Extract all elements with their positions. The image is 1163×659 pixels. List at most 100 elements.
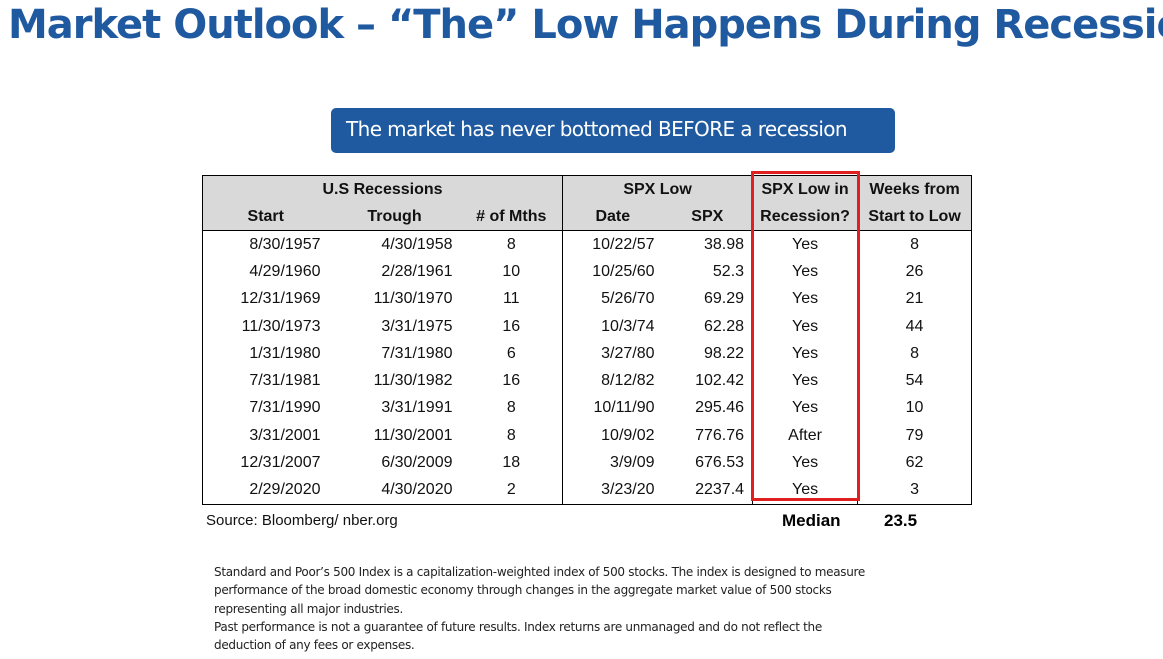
- cell-start: 7/31/1990: [202, 394, 329, 423]
- callout-banner: The market has never bottomed BEFORE a r…: [331, 108, 895, 153]
- cell-date: 3/23/20: [562, 476, 663, 505]
- cell-weeks: 62: [857, 449, 973, 477]
- cell-in-recession: Yes: [752, 476, 858, 505]
- median-value: 23.5: [884, 510, 918, 530]
- cell-weeks: 3: [857, 476, 973, 505]
- cell-weeks: 26: [857, 258, 973, 286]
- cell-spx: 52.3: [712, 262, 745, 280]
- cell-date: 3/9/09: [562, 449, 663, 477]
- sub-header-row: Start Trough # of Mths Date SPX Recessio…: [202, 203, 973, 231]
- cell-trough: 6/30/2009: [381, 454, 453, 472]
- cell-trough: 2/28/1961: [381, 262, 453, 280]
- cell-months: 10: [502, 262, 521, 280]
- header-in-recession-line1: SPX Low in: [752, 175, 858, 203]
- source-note: Source: Bloomberg/ nber.org: [206, 511, 398, 529]
- cell-weeks: 44: [857, 312, 973, 341]
- cell-in-recession: After: [752, 422, 858, 450]
- table-row: 7/31/1981 11/30/1982 16 8/12/82 102.42 Y…: [202, 367, 973, 395]
- group-header-row: U.S Recessions SPX Low SPX Low in Weeks …: [201, 175, 973, 203]
- cell-weeks: 79: [857, 422, 973, 450]
- cell-months: 11: [502, 290, 520, 308]
- cell-weeks: 8: [857, 340, 973, 368]
- cell-in-recession: Yes: [752, 230, 858, 259]
- cell-trough: 11/30/2001: [373, 426, 453, 444]
- cell-date: 10/9/02: [562, 422, 663, 450]
- cell-in-recession: Yes: [752, 312, 858, 341]
- disclaimer-line: representing all major industries.: [214, 601, 403, 616]
- cell-start: 12/31/1969: [202, 285, 329, 313]
- cell-start: 12/31/2007: [202, 449, 329, 477]
- cell-weeks: 8: [857, 230, 973, 259]
- table-row: 1/31/1980 7/31/1980 6 3/27/80 98.22 Yes …: [202, 340, 973, 368]
- cell-start: 1/31/1980: [202, 340, 329, 368]
- recession-table-container: U.S Recessions SPX Low SPX Low in Weeks …: [201, 175, 973, 535]
- cell-spx: 98.22: [704, 344, 745, 362]
- median-label: Median: [782, 510, 841, 530]
- cell-date: 5/26/70: [562, 285, 663, 313]
- cell-start: 8/30/1957: [202, 230, 329, 259]
- cell-in-recession: Yes: [752, 258, 858, 286]
- cell-spx: 102.42: [695, 372, 745, 390]
- disclaimer-line: deduction of any fees or expenses.: [214, 638, 415, 653]
- cell-spx: 676.53: [695, 454, 745, 472]
- table-row: 3/31/2001 11/30/2001 8 10/9/02 776.76 Af…: [202, 422, 973, 450]
- table-row: 7/31/1990 3/31/1991 8 10/11/90 295.46 Ye…: [202, 394, 973, 423]
- cell-date: 10/3/74: [562, 312, 663, 341]
- recession-table: U.S Recessions SPX Low SPX Low in Weeks …: [201, 175, 973, 505]
- cell-date: 10/11/90: [562, 394, 663, 423]
- cell-trough: 3/31/1975: [381, 317, 453, 335]
- disclaimer-line: Past performance is not a guarantee of f…: [214, 619, 822, 634]
- cell-trough: 11/30/1982: [373, 372, 453, 390]
- cell-months: 6: [506, 344, 516, 362]
- cell-in-recession: Yes: [752, 285, 858, 313]
- cell-in-recession: Yes: [752, 449, 858, 477]
- cell-spx: 62.28: [704, 317, 745, 335]
- cell-months: 16: [502, 372, 521, 390]
- cell-weeks: 10: [857, 394, 973, 423]
- header-weeks-line1: Weeks from: [857, 175, 973, 203]
- cell-months: 8: [506, 426, 516, 444]
- table-row: 8/30/1957 4/30/1958 8 10/22/57 38.98 Yes…: [202, 230, 973, 259]
- cell-date: 3/27/80: [562, 340, 663, 368]
- cell-start: 3/31/2001: [202, 422, 329, 450]
- table-row: 11/30/1973 3/31/1975 16 10/3/74 62.28 Ye…: [202, 312, 973, 341]
- cell-trough: 4/30/2020: [328, 476, 461, 505]
- cell-in-recession: Yes: [752, 367, 858, 395]
- table-row: 12/31/2007 6/30/2009 18 3/9/09 676.53 Ye…: [202, 449, 973, 477]
- cell-start: 7/31/1981: [202, 367, 329, 395]
- cell-date: 10/22/57: [562, 230, 663, 259]
- cell-months: 2: [460, 476, 563, 505]
- cell-weeks: 54: [857, 367, 973, 395]
- cell-spx: 38.98: [704, 235, 745, 253]
- cell-trough: 3/31/1991: [381, 399, 453, 417]
- header-weeks-line2: Start to Low: [857, 203, 973, 231]
- header-in-recession-line2: Recession?: [752, 203, 858, 231]
- table-row: 4/29/1960 2/28/1961 10 10/25/60 52.3 Yes…: [202, 258, 973, 286]
- cell-spx: 295.46: [695, 399, 745, 417]
- disclaimer-line: performance of the broad domestic econom…: [214, 583, 832, 598]
- cell-spx: 776.76: [695, 426, 745, 444]
- cell-trough: 4/30/1958: [381, 235, 453, 253]
- cell-date: 8/12/82: [562, 367, 663, 395]
- cell-date: 10/25/60: [562, 258, 663, 286]
- cell-months: 8: [506, 235, 516, 253]
- cell-months: 16: [502, 317, 521, 335]
- cell-start: 4/29/1960: [202, 258, 329, 286]
- page-title: Market Outlook – “The” Low Happens Durin…: [8, 2, 1163, 48]
- header-start: Start: [202, 203, 329, 231]
- header-trough: Trough: [328, 203, 461, 231]
- disclaimer: Standard and Poor’s 500 Index is a capit…: [214, 563, 934, 654]
- cell-trough: 11/30/1970: [373, 290, 453, 308]
- cell-start: 2/29/2020: [202, 476, 329, 505]
- cell-weeks: 21: [857, 285, 973, 313]
- cell-months: 8: [506, 399, 516, 417]
- cell-months: 18: [502, 454, 521, 472]
- table-row: 2/29/2020 4/30/2020 2 3/23/20 2237.4 Yes…: [202, 476, 973, 505]
- header-date: Date: [562, 203, 663, 231]
- cell-start: 11/30/1973: [202, 312, 329, 341]
- cell-in-recession: Yes: [752, 340, 858, 368]
- table-footer: Source: Bloomberg/ nber.org Median 23.5: [202, 505, 971, 535]
- header-spx: SPX: [662, 203, 753, 231]
- cell-spx: 2237.4: [662, 476, 753, 505]
